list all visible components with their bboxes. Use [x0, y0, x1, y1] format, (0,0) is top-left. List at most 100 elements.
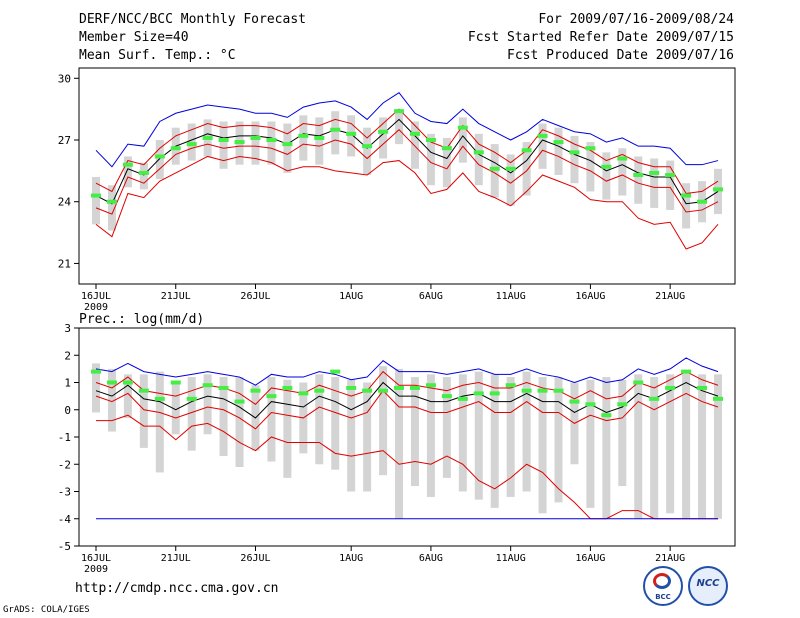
observed-marker	[425, 383, 436, 388]
max-line	[95, 92, 719, 168]
ensemble-mean-line	[95, 381, 719, 419]
observed-marker	[106, 199, 117, 204]
observed-marker	[409, 385, 420, 390]
x-tick-label: 21AUG	[655, 553, 685, 564]
observed-marker	[489, 391, 500, 396]
observed-marker	[425, 138, 436, 142]
ensemble-mean-line	[95, 118, 719, 205]
chart-panel-1: 21 24 27 30 16JUL 21JUL 26JUL 1AUG 6AUG 11AUG 16AU…	[58, 67, 736, 313]
ensemble-box	[682, 371, 691, 519]
ensemble-box	[155, 140, 164, 180]
ensemble-box	[650, 158, 659, 208]
refer-date: Fcst Started Refer Date 2009/07/15	[467, 30, 734, 45]
observed-marker	[633, 380, 644, 385]
bcc-logo: BCC	[643, 566, 683, 606]
observed-marker	[314, 388, 325, 393]
min-line	[96, 414, 718, 520]
observed-marker	[250, 388, 261, 393]
ensemble-box	[570, 135, 579, 184]
ensemble-box	[666, 374, 675, 514]
ensemble-box	[442, 137, 451, 188]
x-tick-label: 26JUL	[240, 291, 270, 302]
ensemble-box	[410, 377, 419, 487]
ensemble-box	[363, 382, 372, 492]
ensemble-box	[107, 185, 116, 231]
ensemble-box	[490, 144, 499, 198]
observed-marker	[394, 109, 405, 114]
chart-panel-2: -5 -4 -3 -2 -1 0 1 2 3 16JUL 21JUL 26JUL 1AUG 6AUG 11A…	[58, 312, 736, 575]
ensemble-box	[618, 379, 627, 487]
observed-marker	[713, 187, 723, 192]
observed-marker	[681, 369, 692, 374]
bcc-logo-label: BCC	[655, 593, 671, 601]
observed-marker	[186, 396, 197, 401]
observed-marker	[362, 144, 373, 149]
observed-marker	[266, 394, 277, 399]
y-tick-label: 30	[58, 72, 71, 85]
produced-date: Fcst Produced Date 2009/07/16	[507, 48, 734, 63]
ensemble-box	[187, 123, 196, 161]
ensemble-box	[650, 377, 659, 519]
ensemble-box	[299, 115, 308, 161]
observed-marker	[378, 129, 389, 134]
ensemble-box	[331, 377, 340, 470]
max-line	[95, 357, 719, 386]
observed-marker	[601, 413, 612, 418]
observed-marker	[649, 170, 660, 175]
observed-marker	[122, 162, 133, 167]
ensemble-box	[666, 160, 675, 210]
observed-marker	[569, 150, 580, 155]
observed-marker	[521, 148, 532, 153]
observed-marker	[170, 146, 181, 151]
ensemble-box	[283, 379, 292, 478]
source-url[interactable]: http://cmdp.ncc.cma.gov.cn	[75, 581, 279, 596]
observed-marker	[441, 394, 452, 399]
ensemble-box	[634, 374, 643, 519]
x-tick-label: 21JUL	[161, 291, 191, 302]
observed-marker	[346, 385, 357, 390]
y-tick-label: 1	[64, 377, 71, 390]
observed-marker	[713, 396, 723, 401]
x-year-label: 2009	[84, 564, 108, 575]
observed-marker	[569, 399, 580, 404]
ensemble-box	[474, 133, 483, 186]
upper-spread-line	[95, 370, 719, 405]
ensemble-box	[139, 374, 148, 448]
ncc-logo: NCC	[688, 566, 728, 606]
observed-marker	[154, 396, 165, 401]
ensemble-box	[363, 127, 372, 175]
observed-marker	[138, 170, 149, 175]
upper-spread-line	[95, 108, 719, 195]
lower-spread-line	[95, 389, 719, 430]
ensemble-box	[315, 117, 324, 165]
x-tick-label: 16AUG	[575, 291, 605, 302]
x-tick-label: 1AUG	[339, 291, 363, 302]
y-tick-label: -1	[58, 431, 71, 444]
ensemble-box	[155, 371, 164, 473]
observed-marker	[505, 166, 516, 171]
observed-marker	[266, 138, 277, 142]
ensemble-box	[107, 368, 116, 432]
ensemble-box	[331, 111, 340, 155]
ensemble-box	[506, 377, 515, 497]
ensemble-box	[554, 377, 563, 503]
y-tick-label: -5	[58, 540, 71, 553]
ensemble-box	[634, 156, 643, 204]
observed-marker	[489, 166, 500, 171]
observed-marker	[170, 380, 181, 385]
grads-credit: GrADS: COLA/IGES	[3, 605, 90, 615]
x-tick-label: 21AUG	[655, 291, 685, 302]
observed-marker	[202, 383, 213, 388]
observed-marker	[457, 396, 468, 401]
observed-marker	[473, 150, 484, 155]
ensemble-box	[538, 377, 547, 514]
ensemble-box	[602, 377, 611, 519]
observed-marker	[298, 391, 309, 396]
observed-marker	[122, 380, 133, 385]
ensemble-box	[586, 142, 595, 192]
observed-marker	[138, 388, 149, 393]
x-tick-label: 21JUL	[161, 553, 191, 564]
observed-marker	[441, 146, 452, 151]
y-tick-label: 24	[58, 196, 72, 209]
